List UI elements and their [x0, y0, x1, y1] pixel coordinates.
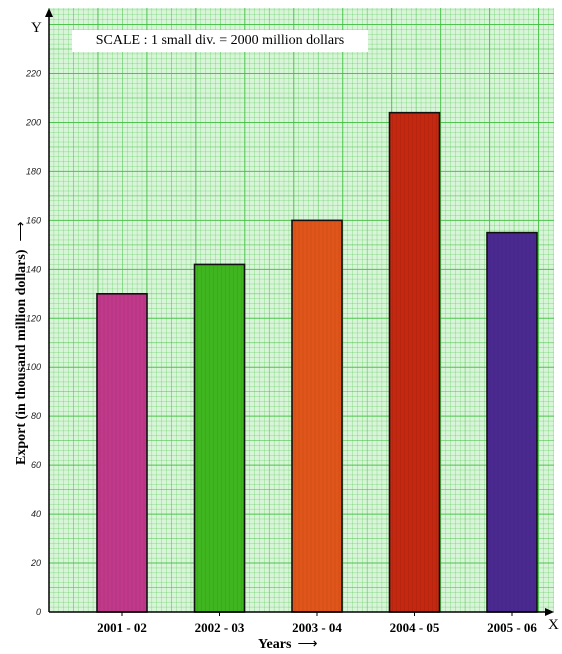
y-tick-label: 200 — [25, 117, 41, 127]
y-tick-labels: 0 20 40 60 80 100 120 140 160 180 200 220 — [25, 69, 41, 618]
axes — [45, 8, 554, 616]
bar-5 — [486, 231, 538, 613]
y-axis-arrowhead-icon — [45, 8, 53, 17]
x-tick-label: 2002 - 03 — [195, 620, 245, 635]
y-tick-label: 40 — [31, 509, 41, 519]
y-tick-label: 120 — [26, 313, 41, 323]
x-axis-label: Years ⟶ — [258, 636, 318, 653]
y-tick-label: 80 — [31, 411, 41, 421]
y-tick-label: 220 — [25, 69, 41, 79]
x-category-labels: 2001 - 02 2002 - 03 2003 - 04 2004 - 05 2005… — [97, 612, 537, 635]
y-axis-letter: Y — [31, 20, 42, 36]
bar-1 — [96, 292, 148, 613]
y-tick-label: 100 — [26, 362, 41, 372]
bars — [96, 111, 538, 613]
y-axis-arrow-icon: ⟶ — [14, 221, 29, 242]
y-axis-label-text: Export (in thousand million dollars) — [14, 249, 29, 466]
bar-2 — [193, 263, 246, 613]
y-axis-label: Export (in thousand million dollars) ⟶ — [13, 221, 30, 465]
bar-3 — [291, 219, 343, 613]
bar-4 — [388, 111, 441, 613]
chart-title: SCALE : 1 small div. = 2000 million doll… — [72, 30, 368, 52]
y-tick-label: 160 — [26, 215, 41, 225]
x-tick-label: 2005 - 06 — [487, 620, 537, 635]
y-tick-label: 140 — [26, 264, 41, 274]
x-tick-label: 2004 - 05 — [390, 620, 440, 635]
x-axis-arrowhead-icon — [545, 608, 554, 616]
y-tick-label: 0 — [36, 607, 41, 617]
x-tick-label: 2003 - 04 — [292, 620, 342, 635]
y-tick-label: 20 — [30, 558, 41, 568]
x-axis-letter: X — [548, 617, 559, 633]
x-axis-arrow-icon: ⟶ — [297, 637, 318, 652]
x-tick-label: 2001 - 02 — [97, 620, 147, 635]
y-tick-label: 180 — [26, 166, 41, 176]
y-tick-label: 60 — [31, 460, 41, 470]
x-axis-label-text: Years — [258, 637, 292, 652]
